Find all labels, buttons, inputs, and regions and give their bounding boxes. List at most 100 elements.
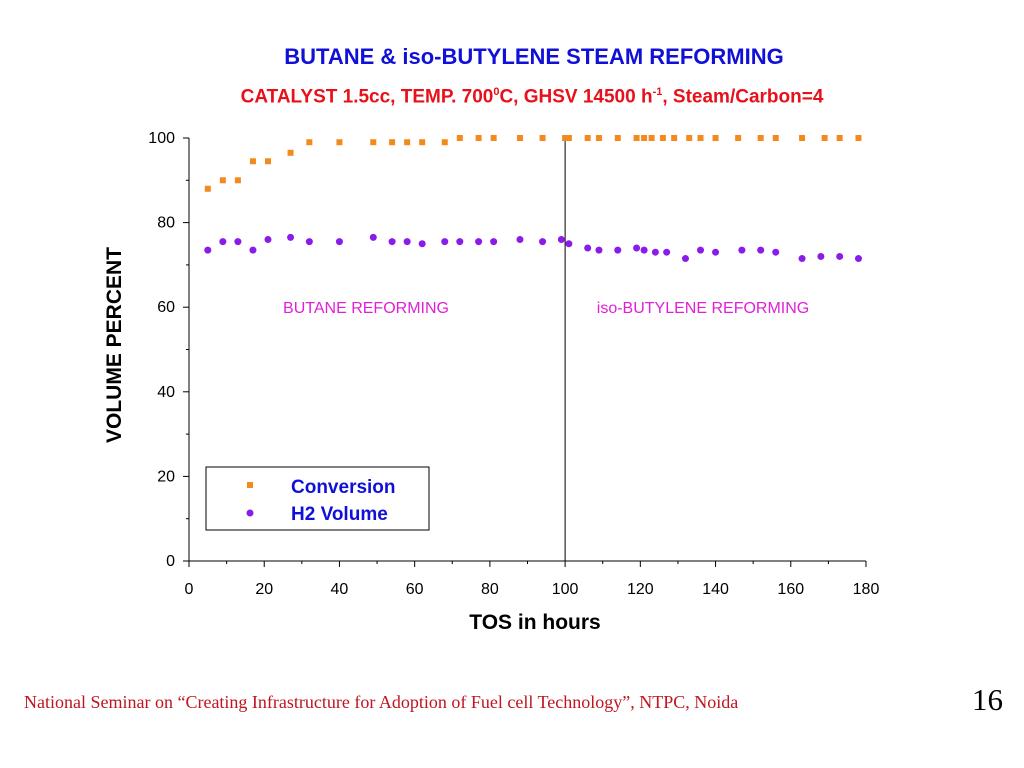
conversion-point [671, 135, 678, 141]
y-tick-label: 80 [157, 215, 175, 232]
conversion-point [633, 135, 640, 141]
h2-volume-point [264, 236, 272, 244]
subtitle-sup2: -1 [652, 86, 663, 98]
conversion-point [516, 135, 523, 141]
conversion-point [757, 135, 764, 141]
y-tick-label: 60 [157, 299, 175, 316]
conversion-point [456, 135, 463, 141]
conversion-point [641, 135, 648, 141]
conversion-point [772, 135, 779, 141]
conversion-point [855, 135, 862, 141]
h2-volume-point [204, 246, 212, 254]
slide-title: BUTANE & iso-BUTYLENE STEAM REFORMING [284, 44, 784, 69]
footer-text: National Seminar on “Creating Infrastruc… [24, 692, 739, 712]
h2-volume-point [475, 238, 483, 246]
x-tick-label: 120 [627, 581, 654, 598]
legend-label-h2-volume: H2 Volume [291, 504, 388, 525]
conversion-point [370, 139, 377, 146]
x-tick-label: 140 [702, 581, 729, 598]
h2-volume-point [441, 238, 449, 246]
legend-marker-conversion [247, 482, 253, 488]
h2-volume-point [305, 238, 313, 246]
h2-volume-point [595, 246, 603, 254]
h2-volume-point [234, 238, 242, 246]
axes: 0 20 40 60 80 100 120 140 160 180 0 20 40 60 80 100 [148, 130, 879, 598]
conversion-point [836, 135, 843, 141]
h2-volume-point [633, 244, 641, 252]
conversion-point [490, 135, 497, 141]
conversion-point [219, 177, 226, 184]
h2-volume-point [663, 248, 671, 256]
h2-volume-point [757, 246, 765, 254]
x-tick-label: 160 [777, 581, 804, 598]
h2-volume-point [584, 244, 592, 252]
legend-marker-h2-volume [246, 509, 254, 517]
h2-volume-point [681, 255, 689, 263]
y-axis-label: VOLUME PERCENT [103, 247, 126, 443]
conversion-point [336, 139, 343, 146]
x-tick-label: 40 [331, 581, 349, 598]
conversion-point [264, 158, 271, 165]
h2-volume-point [697, 246, 705, 254]
h2-volume-point [249, 246, 257, 254]
conversion-point [735, 135, 742, 141]
x-tick-label: 100 [552, 581, 579, 598]
page-number: 16 [972, 682, 1003, 717]
conversion-point [584, 135, 591, 141]
legend: Conversion H2 Volume [205, 466, 430, 531]
h2-volume-point [798, 255, 806, 263]
annotation-isobutylene-reforming: iso-BUTYLENE REFORMING [597, 300, 809, 317]
h2-volume-point [219, 238, 227, 246]
conversion-point [712, 135, 719, 141]
h2-volume-point [651, 248, 659, 256]
annotation-butane-reforming: BUTANE REFORMING [283, 300, 449, 317]
conversion-point [389, 139, 396, 146]
h2-volume-point [772, 248, 780, 256]
h2-volume-point [557, 236, 565, 244]
h2-volume-point [640, 246, 648, 254]
x-tick-label: 80 [481, 581, 499, 598]
h2-volume-point [712, 248, 720, 256]
conversion-point [565, 135, 572, 141]
subtitle-part3: , Steam/Carbon=4 [662, 86, 824, 108]
y-tick-label: 0 [166, 553, 175, 570]
conversion-point [697, 135, 704, 141]
conversion-point [562, 135, 569, 141]
slide-subtitle: CATALYST 1.5cc, TEMP. 7000C, GHSV 14500 … [0, 86, 1024, 108]
h2-volume-point [738, 246, 746, 254]
conversion-point [306, 139, 313, 146]
conversion-point [404, 139, 411, 146]
y-tick-label: 40 [157, 384, 175, 401]
conversion-point [249, 158, 256, 165]
h2-volume-point [836, 252, 844, 260]
h2-volume-point [490, 238, 498, 246]
conversion-point [539, 135, 546, 141]
conversion-point [595, 135, 602, 141]
h2-volume-point [418, 240, 426, 248]
conversion-point [821, 135, 828, 141]
conversion-point [648, 135, 655, 141]
h2-volume-point [335, 238, 343, 246]
h2-volume-point [516, 236, 524, 244]
conversion-point [204, 185, 211, 192]
h2-volume-point [817, 252, 825, 260]
subtitle-part1: CATALYST 1.5cc, TEMP. 700 [240, 86, 494, 108]
data-marks [204, 135, 862, 263]
conversion-point [441, 139, 448, 146]
x-axis-label: TOS in hours [469, 611, 600, 634]
conversion-point [234, 177, 241, 184]
x-tick-label: 180 [853, 581, 880, 598]
y-tick-label: 100 [148, 130, 175, 147]
conversion-point [419, 139, 426, 146]
conversion-point [475, 135, 482, 141]
subtitle-part2: C, GHSV 14500 h [499, 86, 653, 108]
h2-volume-point [614, 246, 622, 254]
conversion-point [614, 135, 621, 141]
conversion-point [287, 149, 294, 156]
conversion-point [799, 135, 806, 141]
y-tick-label: 20 [157, 468, 175, 485]
h2-volume-point [854, 255, 862, 263]
h2-volume-point [287, 233, 295, 241]
conversion-point [659, 135, 666, 141]
